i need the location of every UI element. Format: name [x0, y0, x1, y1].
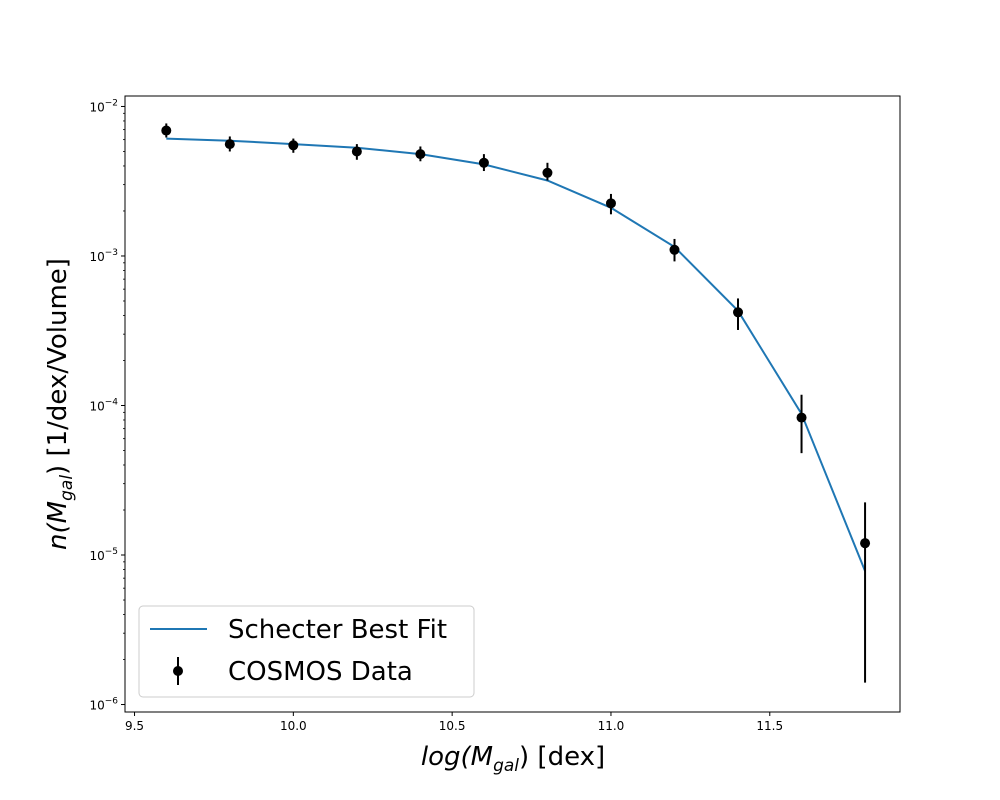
- legend-label-data: COSMOS Data: [228, 657, 413, 687]
- x-tick-label: 10.0: [280, 719, 307, 733]
- fit-line-series: [166, 137, 867, 572]
- y-tick-label: 10−4: [89, 397, 118, 413]
- y-axis-label: n(Mgal) [1/dex/Volume]: [43, 258, 77, 550]
- data-point: [224, 139, 235, 150]
- data-point: [351, 146, 362, 157]
- x-tick-label: 9.5: [125, 719, 144, 733]
- data-point: [860, 538, 871, 549]
- y-tick-label: 10−2: [89, 98, 118, 114]
- schecter-fit-line: [166, 137, 867, 572]
- legend-label-fit: Schecter Best Fit: [228, 615, 447, 645]
- legend-marker-swatch: [173, 666, 183, 676]
- data-point: [478, 157, 489, 168]
- x-tick-label: 11.0: [598, 719, 625, 733]
- data-point: [415, 149, 426, 160]
- data-point: [796, 412, 807, 423]
- y-tick-label: 10−6: [89, 697, 118, 713]
- legend: Schecter Best Fit COSMOS Data: [138, 605, 475, 698]
- legend-box: [138, 605, 475, 698]
- x-axis-ticks: 9.5 10.0 10.5 11.0 11.5: [125, 712, 783, 733]
- data-point: [605, 198, 616, 209]
- data-point: [542, 167, 553, 178]
- y-axis-ticks: 10−2 10−3 10−4 10−5 10−6: [89, 98, 125, 713]
- data-points-series: [161, 123, 871, 683]
- y-tick-label: 10−3: [89, 248, 118, 264]
- x-tick-label: 10.5: [439, 719, 466, 733]
- data-point: [733, 307, 744, 318]
- x-tick-label: 11.5: [756, 719, 783, 733]
- data-point: [161, 125, 172, 136]
- data-point: [669, 244, 680, 255]
- data-point: [288, 140, 299, 151]
- x-axis-label: log(Mgal) [dex]: [421, 742, 605, 776]
- y-tick-label: 10−5: [89, 547, 118, 563]
